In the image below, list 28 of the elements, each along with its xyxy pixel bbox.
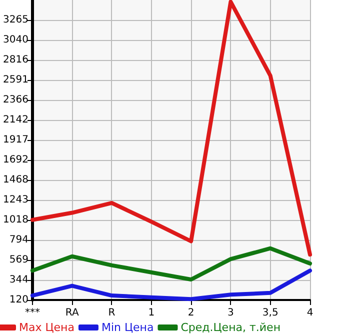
legend-label: Сред.Цена, т.йен: [180, 321, 281, 334]
y-tick-label: 1018: [2, 214, 28, 226]
y-tick-label: 3265: [2, 14, 28, 26]
y-tick-label: 794: [9, 234, 28, 246]
line-series: [30, 0, 312, 257]
line-series: [30, 246, 312, 282]
y-tick-label: 2142: [2, 114, 28, 126]
x-tick-label: ***: [24, 308, 40, 318]
legend-label: Min Цена: [101, 321, 154, 334]
x-tick-label: R: [108, 308, 116, 318]
y-tick-label: 1692: [2, 154, 28, 166]
x-tick-label: 3: [228, 308, 234, 318]
x-tick-label: 4: [306, 308, 314, 318]
y-tick-label: 1917: [2, 134, 28, 146]
x-tick-label: 1: [148, 308, 155, 318]
y-tick-label: 569: [9, 254, 28, 266]
y-tick-label: 2816: [2, 54, 28, 66]
legend-label: Max Цена: [19, 321, 74, 334]
y-tick-label: 1468: [2, 174, 28, 186]
x-tick-label: 2: [188, 308, 194, 318]
y-tick-label: 120: [9, 294, 28, 306]
x-tick-label: 3,5: [262, 308, 278, 318]
y-tick-label: 3040: [2, 34, 28, 46]
y-tick-label: 1243: [2, 194, 28, 206]
x-tick-label: RA: [65, 308, 79, 318]
y-tick-label: 344: [9, 274, 28, 286]
y-tick-label: 2591: [2, 74, 28, 86]
y-tick-label: 2366: [2, 94, 28, 106]
